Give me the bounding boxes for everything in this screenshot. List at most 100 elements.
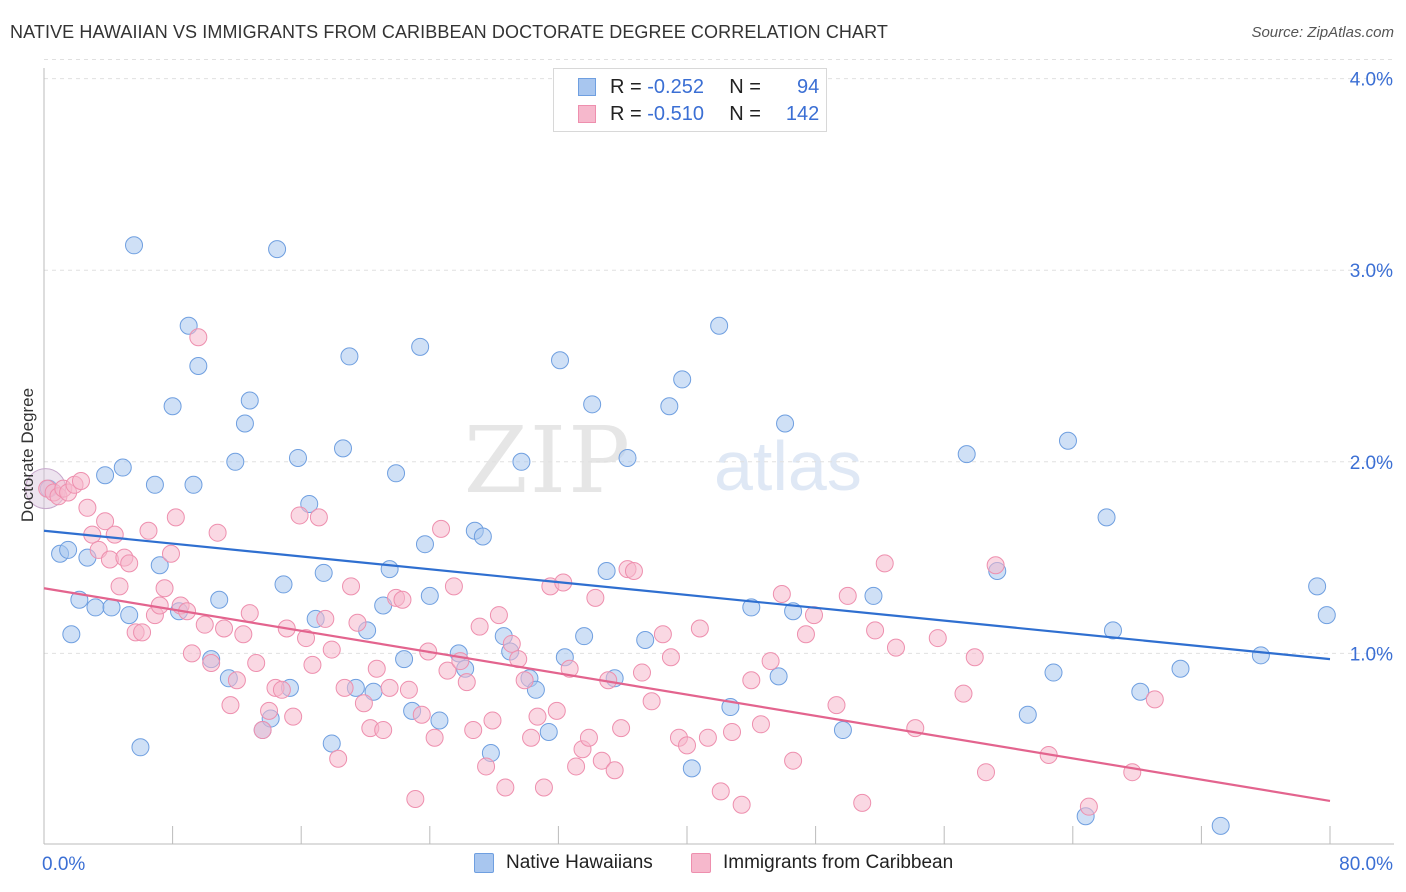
point-caribbean <box>496 778 515 797</box>
point-caribbean <box>522 728 541 747</box>
point-caribbean <box>653 625 672 644</box>
point-native-hawaiian <box>189 357 208 375</box>
point-caribbean <box>784 751 803 770</box>
source-label: Source: ZipAtlas.com <box>1251 24 1394 41</box>
legend-row-caribbean: R = -0.510 N = 142 <box>578 102 819 126</box>
point-caribbean <box>502 634 521 653</box>
point-native-hawaiian <box>411 337 430 356</box>
point-caribbean <box>464 721 483 740</box>
point-caribbean <box>875 554 894 573</box>
point-native-hawaiian <box>769 667 788 686</box>
point-native-hawaiian <box>113 458 132 477</box>
point-native-hawaiian <box>184 475 203 494</box>
point-native-hawaiian <box>210 590 229 609</box>
point-caribbean <box>182 644 201 663</box>
point-native-hawaiian <box>583 395 602 414</box>
point-caribbean <box>632 663 651 682</box>
point-native-hawaiian <box>380 560 399 579</box>
point-native-hawaiian <box>1058 431 1077 450</box>
point-caribbean <box>838 586 857 605</box>
point-caribbean <box>105 525 124 544</box>
point-native-hawaiian <box>682 759 701 778</box>
point-native-hawaiian <box>1103 621 1122 640</box>
point-native-hawaiian <box>512 452 531 471</box>
point-native-hawaiian <box>333 439 352 458</box>
point-caribbean <box>698 728 717 747</box>
point-caribbean <box>470 617 489 636</box>
bottom-legend-label: Native Hawaiians <box>506 852 653 873</box>
point-caribbean <box>139 521 158 540</box>
point-caribbean <box>432 519 451 538</box>
point-caribbean <box>477 757 496 776</box>
point-native-hawaiian <box>420 586 439 605</box>
point-caribbean <box>166 508 185 527</box>
bottom-legend-swatch-pink <box>691 853 711 873</box>
point-caribbean <box>560 659 579 678</box>
point-caribbean <box>297 629 316 648</box>
point-caribbean <box>272 680 291 699</box>
point-caribbean <box>586 588 605 607</box>
point-native-hawaiian <box>864 586 883 605</box>
point-native-hawaiian <box>59 540 78 559</box>
point-caribbean <box>661 648 680 667</box>
point-caribbean <box>567 757 586 776</box>
point-caribbean <box>399 680 418 699</box>
point-native-hawaiian <box>660 397 679 416</box>
point-caribbean <box>120 554 139 573</box>
point-native-hawaiian <box>1018 705 1037 724</box>
point-native-hawaiian <box>145 475 164 494</box>
bottom-legend-swatch-blue <box>474 853 494 873</box>
point-native-hawaiian <box>1131 682 1150 701</box>
point-native-hawaiian <box>288 448 307 467</box>
y-axis-label: Doctorate Degree <box>18 387 37 523</box>
point-caribbean <box>1145 690 1164 709</box>
point-caribbean <box>133 623 152 642</box>
watermark: ZIP atlas <box>464 407 862 514</box>
point-caribbean <box>110 577 129 596</box>
legend-swatch-blue <box>578 78 596 96</box>
point-caribbean <box>605 761 624 780</box>
point-native-hawaiian <box>430 711 449 730</box>
bottom-legend-caribbean: Immigrants from Caribbean <box>691 852 953 874</box>
point-native-hawaiian <box>597 562 616 581</box>
point-caribbean <box>761 652 780 671</box>
point-caribbean <box>425 728 444 747</box>
point-caribbean <box>406 790 425 809</box>
point-native-hawaiian <box>226 452 245 471</box>
point-caribbean <box>866 621 885 640</box>
point-native-hawaiian <box>1251 646 1270 665</box>
point-caribbean <box>367 659 386 678</box>
point-native-hawaiian <box>314 563 333 582</box>
point-caribbean <box>208 523 227 542</box>
point-caribbean <box>928 629 947 648</box>
legend-n-label: N = <box>729 75 767 98</box>
point-native-hawaiian <box>1211 816 1230 835</box>
point-native-hawaiian <box>539 722 558 741</box>
point-native-hawaiian <box>473 527 492 546</box>
point-caribbean <box>827 696 846 715</box>
point-native-hawaiian <box>618 448 637 467</box>
point-caribbean <box>316 609 335 628</box>
point-caribbean <box>438 661 457 680</box>
watermark-atlas: atlas <box>714 427 862 505</box>
point-native-hawaiian <box>96 466 115 485</box>
point-caribbean <box>624 562 643 581</box>
point-native-hawaiian <box>1308 577 1327 596</box>
point-caribbean <box>534 778 553 797</box>
point-caribbean <box>96 512 115 531</box>
watermark-zip: ZIP <box>464 407 632 514</box>
point-native-hawaiian <box>131 738 150 757</box>
x-tick-label-max: 80.0% <box>1339 854 1393 875</box>
point-native-hawaiian <box>1171 659 1190 678</box>
point-native-hawaiian <box>86 598 105 617</box>
point-caribbean <box>393 590 412 609</box>
point-caribbean <box>690 619 709 638</box>
point-native-hawaiian <box>322 734 341 753</box>
point-native-hawaiian <box>395 650 414 669</box>
point-caribbean <box>976 763 995 782</box>
x-tick-label-min: 0.0% <box>42 854 85 875</box>
point-caribbean <box>290 506 309 525</box>
legend-n-label: N = <box>729 102 767 125</box>
point-caribbean <box>335 678 354 697</box>
